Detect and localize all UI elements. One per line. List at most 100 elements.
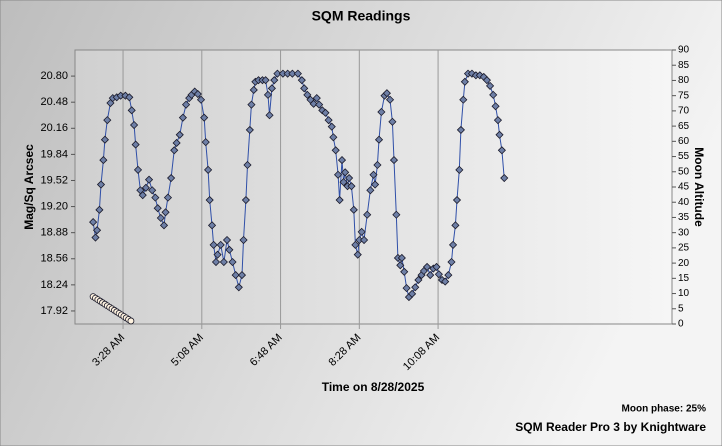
point: [167, 173, 176, 183]
point: [100, 135, 109, 144]
point: [363, 210, 372, 219]
point: [459, 95, 468, 104]
y-tick-label: 19.20: [40, 200, 68, 212]
y2-axis-label: Moon Altitude: [692, 147, 706, 227]
point: [245, 125, 254, 134]
point: [491, 102, 500, 111]
point: [489, 90, 498, 99]
point: [351, 240, 360, 249]
point: [151, 193, 160, 202]
y-tick-label: 18.56: [40, 253, 68, 265]
point: [411, 283, 420, 292]
point: [288, 69, 297, 78]
point: [335, 195, 344, 205]
y2-tick-label: 65: [678, 121, 690, 132]
point: [89, 217, 98, 227]
y-tick-label: 20.16: [40, 122, 68, 134]
point: [396, 261, 405, 270]
y2-tick-label: 60: [678, 136, 690, 147]
point: [270, 76, 279, 85]
point: [402, 284, 411, 293]
point: [456, 125, 465, 134]
point: [159, 221, 169, 230]
y-tick-label: 18.88: [40, 227, 68, 239]
point: [201, 138, 210, 147]
point: [359, 235, 369, 245]
point: [408, 289, 417, 298]
point: [333, 170, 343, 179]
point: [400, 267, 409, 276]
point: [500, 173, 509, 183]
point: [196, 95, 206, 104]
point: [303, 90, 312, 99]
point: [234, 283, 243, 292]
point: [172, 138, 181, 148]
point: [493, 116, 503, 125]
point: [273, 69, 282, 78]
point: [482, 76, 491, 85]
point: [148, 186, 157, 195]
point: [397, 253, 406, 263]
y2-tick-label: 15: [678, 273, 690, 284]
point: [99, 156, 108, 165]
point: [300, 84, 309, 93]
moon-phase: Moon phase: 25%: [622, 404, 707, 415]
point: [175, 130, 184, 139]
y-tick-label: 20.48: [40, 96, 68, 108]
y2-tick-label: 70: [678, 106, 690, 117]
y2-tick-label: 50: [678, 166, 690, 177]
point: [265, 111, 274, 120]
point: [426, 271, 435, 280]
point: [329, 133, 338, 142]
point: [447, 257, 456, 267]
y2-tick-label: 30: [678, 227, 690, 238]
point: [432, 262, 441, 271]
y2-tick-label: 20: [678, 258, 690, 269]
point: [247, 100, 256, 109]
point: [141, 183, 150, 192]
point: [96, 180, 106, 189]
point: [204, 165, 213, 174]
point: [414, 275, 423, 285]
point: [237, 271, 247, 280]
point: [448, 240, 458, 249]
point: [249, 85, 258, 95]
point: [451, 221, 460, 230]
point: [349, 205, 358, 214]
point: [133, 165, 143, 174]
point: [377, 107, 386, 117]
point: [130, 120, 139, 130]
point: [91, 233, 100, 242]
point: [366, 186, 375, 195]
point: [467, 69, 477, 78]
point: [200, 113, 209, 122]
point: [125, 93, 134, 102]
y-tick-label: 17.92: [40, 305, 68, 317]
point: [309, 99, 318, 108]
point: [131, 140, 140, 149]
point: [231, 271, 240, 280]
point: [209, 240, 218, 249]
y2-tick-label: 10: [678, 288, 690, 299]
y2-tick-label: 25: [678, 243, 690, 254]
point: [193, 89, 202, 99]
point: [497, 146, 506, 155]
point: [321, 108, 330, 117]
point: [263, 90, 273, 99]
point: [207, 221, 217, 230]
point: [239, 235, 248, 245]
point: [228, 257, 237, 267]
y2-tick-label: 5: [678, 303, 684, 314]
point: [337, 156, 347, 165]
point: [161, 208, 170, 217]
credit: SQM Reader Pro 3 by Knightware: [515, 420, 706, 434]
point: [205, 195, 214, 205]
point: [392, 210, 401, 219]
y2-tick-label: 45: [678, 182, 690, 193]
point: [216, 240, 225, 249]
point: [261, 76, 270, 85]
point: [460, 77, 469, 86]
point: [178, 113, 187, 122]
point: [127, 106, 136, 115]
point: [95, 205, 104, 214]
